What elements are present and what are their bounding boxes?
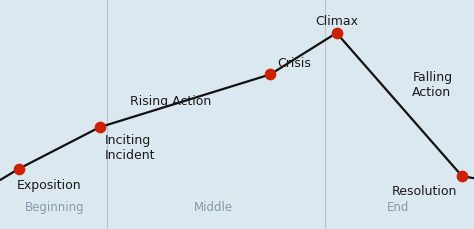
Text: Crisis: Crisis xyxy=(277,57,311,69)
Text: Climax: Climax xyxy=(315,15,358,28)
Point xyxy=(333,32,340,36)
Text: End: End xyxy=(387,200,410,213)
Point xyxy=(15,167,23,171)
Text: Inciting
Incident: Inciting Incident xyxy=(104,133,155,161)
Point xyxy=(458,175,466,178)
Text: Middle: Middle xyxy=(194,200,233,213)
Text: Beginning: Beginning xyxy=(25,200,84,213)
Text: Exposition: Exposition xyxy=(17,178,81,191)
Text: Falling
Action: Falling Action xyxy=(412,71,453,98)
Text: Rising Action: Rising Action xyxy=(130,95,211,108)
Text: Resolution: Resolution xyxy=(392,184,457,197)
Point xyxy=(266,73,274,77)
Point xyxy=(96,126,103,130)
